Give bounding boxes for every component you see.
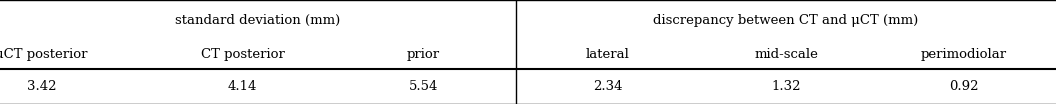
Text: 3.42: 3.42	[26, 80, 56, 93]
Text: perimodiolar: perimodiolar	[921, 48, 1007, 61]
Text: 0.92: 0.92	[949, 80, 979, 93]
Text: lateral: lateral	[586, 48, 629, 61]
Text: 1.32: 1.32	[771, 80, 800, 93]
Text: 4.14: 4.14	[228, 80, 258, 93]
Text: mid-scale: mid-scale	[754, 48, 818, 61]
Text: CT posterior: CT posterior	[201, 48, 284, 61]
Text: 5.54: 5.54	[409, 80, 438, 93]
Text: standard deviation (mm): standard deviation (mm)	[175, 14, 341, 27]
Text: μCT posterior: μCT posterior	[0, 48, 88, 61]
Text: discrepancy between CT and μCT (mm): discrepancy between CT and μCT (mm)	[654, 14, 919, 27]
Text: prior: prior	[407, 48, 439, 61]
Text: 2.34: 2.34	[593, 80, 623, 93]
